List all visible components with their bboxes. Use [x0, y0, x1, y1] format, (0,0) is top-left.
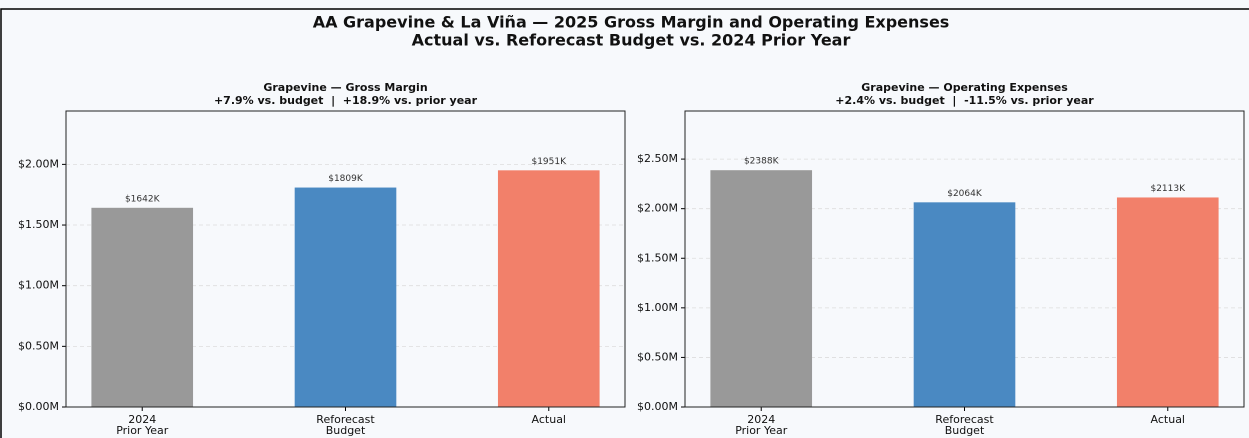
value-label: $1809K: [328, 174, 364, 184]
y-tick-label: $1.50M: [18, 218, 59, 231]
y-tick-label: $2.50M: [637, 152, 678, 165]
x-tick-label: Reforecast Budget: [935, 413, 994, 437]
x-tick-label: Actual: [531, 413, 566, 426]
bar: [91, 207, 194, 407]
plot-border: [65, 110, 626, 408]
chart-title: Grapevine — Gross Margin: [263, 81, 427, 94]
y-tick-label: $1.00M: [637, 301, 678, 314]
x-tick-label: Reforecast Budget: [316, 413, 375, 437]
bar: [710, 170, 813, 407]
bar: [913, 202, 1016, 407]
y-tick-label: $1.50M: [637, 251, 678, 264]
chart-subtitle: +7.9% vs. budget | +18.9% vs. prior year: [214, 94, 478, 107]
y-tick-label: $2.00M: [637, 202, 678, 215]
bar: [294, 187, 397, 407]
chart-title: Grapevine — Operating Expenses: [861, 81, 1068, 94]
value-label: $2388K: [744, 157, 780, 167]
x-tick-label: 2024 Prior Year: [116, 413, 169, 437]
value-label: $1951K: [531, 157, 567, 167]
y-tick-label: $0.00M: [637, 400, 678, 413]
y-tick-label: $0.50M: [18, 339, 59, 352]
chart-subtitle: +2.4% vs. budget | -11.5% vs. prior year: [835, 94, 1094, 107]
frame: [0, 8, 1249, 438]
value-label: $2064K: [947, 189, 983, 199]
x-tick-label: 2024 Prior Year: [735, 413, 788, 437]
y-tick-label: $1.00M: [18, 279, 59, 292]
value-label: $2113K: [1150, 184, 1186, 194]
bar: [1116, 197, 1219, 407]
plot-border: [684, 110, 1245, 408]
x-tick-label: Actual: [1150, 413, 1185, 426]
y-tick-label: $2.00M: [18, 157, 59, 170]
value-label: $1642K: [125, 194, 161, 204]
page-subtitle: Actual vs. Reforecast Budget vs. 2024 Pr…: [412, 31, 851, 50]
bar: [497, 170, 600, 407]
y-tick-label: $0.00M: [18, 400, 59, 413]
y-tick-label: $0.50M: [637, 350, 678, 363]
page-title: AA Grapevine & La Viña — 2025 Gross Marg…: [313, 13, 950, 32]
